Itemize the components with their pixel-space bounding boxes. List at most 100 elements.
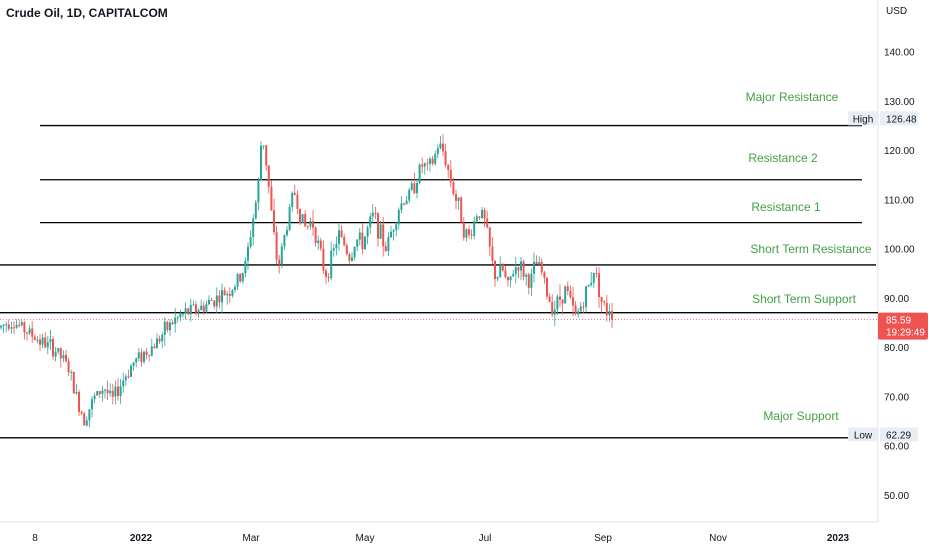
candle-body bbox=[231, 289, 234, 296]
candle-body bbox=[286, 229, 288, 236]
candle-body bbox=[202, 305, 205, 312]
level-annotation: Major Resistance bbox=[746, 90, 839, 104]
candle-body bbox=[78, 392, 80, 412]
candle-body bbox=[148, 355, 151, 357]
candle-body bbox=[369, 216, 372, 228]
candle-body bbox=[382, 224, 385, 247]
candle-body bbox=[533, 261, 535, 274]
candle-body bbox=[41, 337, 44, 345]
candle-body bbox=[46, 342, 49, 348]
candle-body bbox=[150, 346, 153, 356]
candle-body bbox=[416, 182, 418, 194]
candle-body bbox=[598, 273, 600, 297]
candle-body bbox=[387, 237, 390, 252]
candle-body bbox=[530, 273, 533, 288]
candle-body bbox=[332, 248, 335, 251]
candle-body bbox=[239, 273, 242, 282]
candle-body bbox=[273, 210, 275, 233]
y-tick-label: 70.00 bbox=[884, 392, 909, 403]
candle-body bbox=[546, 277, 548, 297]
candle-body bbox=[163, 321, 166, 335]
x-tick-label: 2023 bbox=[827, 533, 850, 544]
last-price-countdown: 19:29:49 bbox=[886, 328, 925, 339]
candle-body bbox=[13, 327, 15, 329]
low-label: Low bbox=[854, 430, 873, 441]
high-label-box bbox=[848, 111, 878, 126]
candle-body bbox=[213, 300, 216, 307]
candle-body bbox=[291, 192, 294, 207]
candle-body bbox=[293, 192, 296, 195]
candle-body bbox=[475, 216, 478, 222]
candle-body bbox=[517, 267, 520, 271]
high-label: High bbox=[853, 114, 874, 125]
candle-body bbox=[52, 339, 54, 357]
level-annotation: Resistance 2 bbox=[748, 151, 818, 165]
candle-body bbox=[312, 221, 314, 228]
candle-body bbox=[153, 346, 156, 349]
candle-body bbox=[208, 299, 210, 305]
candle-body bbox=[15, 324, 18, 328]
candle-body bbox=[377, 213, 379, 239]
candle-body bbox=[257, 179, 260, 203]
candle-body bbox=[496, 277, 499, 280]
candle-body bbox=[468, 229, 470, 235]
candle-body bbox=[244, 260, 247, 274]
candle-body bbox=[590, 282, 593, 286]
candle-body bbox=[410, 183, 413, 190]
y-tick-label: 140.00 bbox=[884, 48, 915, 59]
candle-body bbox=[434, 154, 437, 164]
candle-body bbox=[564, 286, 567, 304]
candle-body bbox=[483, 210, 486, 219]
candle-body bbox=[345, 245, 348, 255]
candle-body bbox=[83, 413, 86, 426]
high-value: 126.48 bbox=[886, 114, 917, 125]
candle-body bbox=[234, 286, 236, 290]
candle-body bbox=[72, 371, 75, 394]
candle-body bbox=[10, 327, 13, 329]
x-axis: 8 2022 Mar May Jul Sep Nov 2023 bbox=[32, 533, 849, 544]
candle-body bbox=[548, 296, 551, 303]
y-tick-label: 100.00 bbox=[884, 245, 915, 256]
candle-body bbox=[605, 302, 608, 316]
candle-body bbox=[101, 390, 104, 395]
candle-body bbox=[143, 351, 145, 362]
y-axis: 140.00 130.00 120.00 110.00 100.00 90.00 80.00… bbox=[884, 48, 915, 502]
candle-body bbox=[241, 273, 244, 282]
candle-body bbox=[574, 305, 577, 315]
x-tick-label: Jul bbox=[479, 533, 492, 544]
candle-body bbox=[176, 317, 179, 319]
candle-body bbox=[439, 143, 442, 149]
candle-body bbox=[262, 145, 265, 147]
candle-body bbox=[88, 409, 91, 421]
candle-body bbox=[18, 324, 21, 326]
level-annotation: Major Support bbox=[763, 409, 839, 423]
candle-body bbox=[184, 308, 187, 314]
candle-body bbox=[421, 164, 424, 167]
candle-body bbox=[70, 371, 73, 373]
candle-body bbox=[343, 237, 346, 246]
candle-body bbox=[75, 392, 78, 394]
candle-body bbox=[137, 352, 140, 359]
candle-body bbox=[91, 399, 93, 410]
candle-body bbox=[62, 355, 65, 359]
levels-layer: Major Resistance Resistance 2 Resistance 1… bbox=[0, 90, 878, 439]
x-tick-label: 8 bbox=[32, 533, 38, 544]
candle-body bbox=[93, 395, 96, 400]
candle-body bbox=[525, 274, 528, 277]
candle-body bbox=[457, 197, 460, 201]
candle-body bbox=[330, 250, 333, 279]
candle-body bbox=[260, 145, 262, 180]
candle-body bbox=[249, 237, 252, 247]
low-value-box bbox=[880, 427, 918, 442]
x-tick-label: Nov bbox=[709, 533, 727, 544]
candle-body bbox=[423, 163, 426, 167]
candle-body bbox=[481, 210, 483, 218]
candle-body bbox=[520, 261, 522, 271]
candle-body bbox=[335, 243, 338, 249]
candle-body bbox=[265, 145, 268, 166]
candle-body bbox=[577, 311, 580, 315]
candle-body bbox=[247, 246, 249, 261]
candle-body bbox=[7, 324, 10, 329]
y-tick-label: 60.00 bbox=[884, 442, 909, 453]
